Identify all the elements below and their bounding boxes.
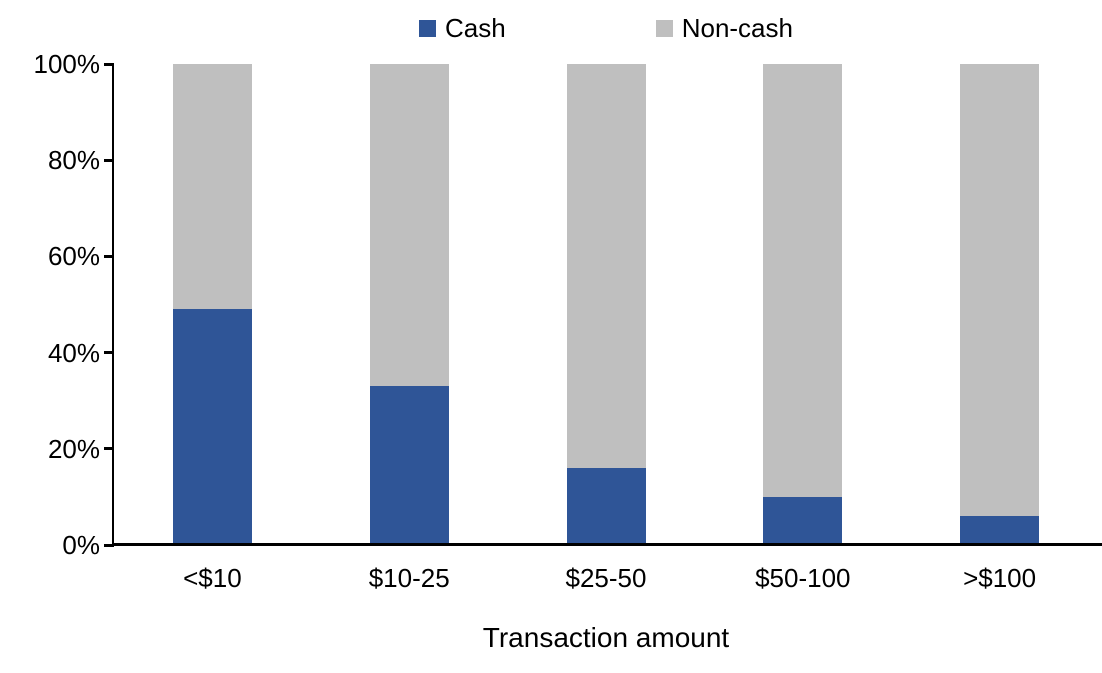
legend-swatch-icon: [655, 19, 673, 37]
x-category-label: $25-50: [565, 563, 647, 593]
y-tick-mark: [104, 543, 114, 547]
bar-segment-cash: [566, 468, 646, 545]
legend-label: Cash: [445, 13, 506, 43]
bar-segment-cash: [369, 386, 449, 545]
x-axis-title: Transaction amount: [482, 622, 730, 653]
y-tick-mark: [104, 158, 114, 162]
bar-segment-cash: [763, 496, 843, 545]
bar-segment-cash: [960, 516, 1040, 545]
y-tick-mark: [104, 447, 114, 451]
y-tick-label: 100%: [33, 49, 101, 79]
y-axis-line: [112, 63, 114, 547]
y-tick-label: 40%: [47, 337, 100, 368]
y-tick-label: 0%: [62, 530, 100, 560]
y-tick-label: 20%: [47, 433, 100, 464]
y-tick-mark: [104, 351, 114, 355]
y-axis-labels: 100% 80% 60% 40% 20% 0%: [0, 0, 101, 673]
x-axis-line: [112, 543, 1102, 546]
chart-legend: Cash Non-cash: [114, 13, 1098, 43]
bar-segment-noncash: [960, 64, 1040, 517]
plot-area: [104, 62, 1102, 547]
bar-segment-cash: [172, 309, 252, 545]
x-category-label: $10-25: [368, 563, 450, 593]
x-category-label: >$100: [963, 563, 1037, 593]
bar--50-100: [763, 64, 843, 545]
bar--10-25: [369, 64, 449, 545]
x-category-label: $50-100: [755, 563, 851, 593]
y-tick-mark: [104, 62, 114, 66]
y-tick-label: 60%: [47, 241, 100, 272]
bar--10: [172, 64, 252, 545]
y-tick-label: 80%: [47, 145, 100, 176]
legend-item-cash: Cash: [419, 13, 506, 43]
x-axis-labels: <$10 $10-25 $25-50 $50-100 >$100: [114, 563, 1098, 595]
bar-segment-noncash: [172, 64, 252, 310]
bar--100: [960, 64, 1040, 545]
legend-item-non-cash: Non-cash: [655, 13, 793, 43]
legend-label: Non-cash: [681, 13, 793, 43]
bar--25-50: [566, 64, 646, 545]
bar-segment-noncash: [566, 64, 646, 469]
bar-segment-noncash: [763, 64, 843, 497]
x-category-label: <$10: [183, 563, 242, 593]
y-tick-mark: [104, 254, 114, 258]
legend-swatch-icon: [419, 19, 436, 37]
bar-segment-noncash: [369, 64, 449, 387]
